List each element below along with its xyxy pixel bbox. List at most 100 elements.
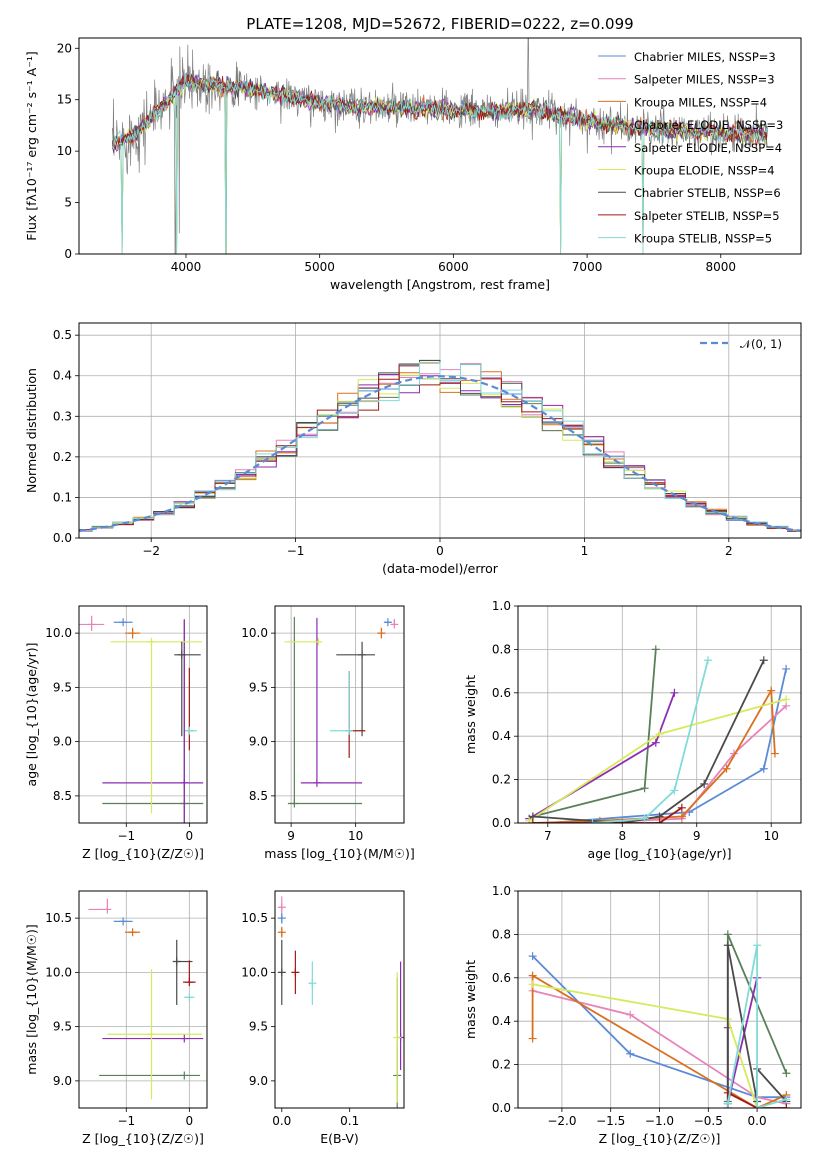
y-tick-label: 8.5 [53,789,72,803]
series-line-5 [532,983,758,1108]
data-point [393,1033,402,1042]
plot-area [525,645,791,823]
data-point [147,637,156,646]
data-point [358,650,367,659]
series-marker [528,971,537,980]
legend-label: Salpeter MILES, NSSP=3 [634,73,775,87]
x-axis-label: mass [log_{10}(M/M☉)] [264,846,414,861]
legend-label: Salpeter ELODIE, NSSP=4 [634,141,782,155]
series-marker [753,941,762,950]
series-marker [626,1010,635,1019]
y-tick-label: 10.0 [45,626,72,640]
series-line-8 [726,945,787,1108]
series-marker [528,980,537,989]
y-tick-label: 0.3 [53,409,72,423]
series-marker [782,695,791,704]
legend-label: Kroupa STELIB, NSSP=5 [634,232,772,246]
plot-area [112,38,768,254]
series-marker [528,819,537,823]
chart-title: PLATE=1208, MJD=52672, FIBERID=0222, z=0… [246,15,633,33]
series-marker [670,688,679,697]
data-point [277,914,286,923]
series-marker [703,656,712,665]
series-marker [782,1104,791,1108]
legend-label: Kroupa ELODIE, NSSP=4 [634,164,775,178]
x-tick-label: −0.5 [694,1114,723,1128]
panel-1: −2 −1 0 1 2 0.0 0.1 0.2 0.3 0.4 0.5 (data-model)/er… [24,322,802,576]
y-tick-label: 9.0 [249,1074,268,1088]
data-point [290,799,299,808]
x-tick-label: 8000 [706,260,737,274]
series-line-7 [532,807,683,823]
y-tick-label: 10.5 [241,911,268,925]
y-tick-label: 0.0 [53,531,72,545]
y-tick-label: 8.5 [249,789,268,803]
series-line-8 [592,660,709,823]
model-spectrum-8 [112,73,768,254]
data-point [180,1034,189,1043]
series-marker [655,730,664,739]
x-tick-label: −2.0 [547,1114,576,1128]
y-tick-label: 0.0 [492,1101,511,1115]
y-tick-label: 0.5 [53,328,72,342]
series-marker [770,749,779,758]
y-axis-label: age [log_{10}(age/yr)] [24,643,39,787]
y-tick-label: 0.6 [492,686,511,700]
series-marker [759,656,768,665]
x-axis-label: Z [log_{10}(Z/Z☉)] [82,846,204,861]
series-marker [677,812,686,821]
y-tick-label: 0.4 [53,369,72,383]
y-tick-label: 9.5 [53,1020,72,1034]
y-tick-label: 9.5 [249,1020,268,1034]
x-axis-label: (data-model)/error [382,561,499,576]
series-line-2 [532,687,776,823]
panel-4: 7 8 9 10 0.0 0.2 0.4 0.6 0.8 1.0 age [log_{10}(age… [463,599,802,861]
series-marker [525,816,534,823]
y-axis-label: Normed distribution [24,368,39,493]
data-point [185,978,194,987]
data-point [314,637,323,646]
data-point [177,650,186,659]
series-marker [753,1104,762,1108]
series-marker [651,645,660,654]
data-point [383,618,392,627]
y-tick-label: 0.8 [492,927,511,941]
legend-label: Salpeter STELIB, NSSP=5 [634,209,780,223]
y-tick-label: 20 [57,41,72,55]
x-axis-label: wavelength [Angstrom, rest frame] [330,277,550,292]
axes-frame [274,890,405,1109]
y-tick-label: 15 [57,93,72,107]
y-tick-label: 0.8 [492,642,511,656]
panel-0: 4000 5000 6000 7000 8000 0 5 10 15 20 wavelength [… [24,15,802,292]
x-tick-label: 8 [618,829,626,843]
y-tick-label: 10 [57,144,72,158]
panel-7: −2.0 −1.5 −1.0 −0.5 0.0 0.0 0.2 0.4 0.6 0.8 1.0 Z [… [463,884,802,1146]
data-point [87,620,96,629]
x-tick-label: 10 [764,829,779,843]
x-tick-label: 5000 [304,260,335,274]
x-tick-label: 0.1 [340,1114,359,1128]
x-tick-label: 0 [436,544,444,558]
data-point [277,928,286,937]
x-tick-label: −1.0 [645,1114,674,1128]
y-tick-label: 0 [64,247,72,261]
series-marker [588,819,597,823]
y-tick-label: 10.5 [45,911,72,925]
legend-label: Chabrier ELODIE, NSSP=3 [634,118,783,132]
data-point [345,726,354,735]
data-point [185,726,194,735]
series-line-1 [532,989,787,1105]
data-point [119,917,128,926]
legend-label: Kroupa MILES, NSSP=4 [634,95,767,109]
x-axis-label: E(B-V) [320,1131,359,1146]
series-line-0 [547,668,787,823]
axes-frame [78,37,802,255]
x-tick-label: 0 [186,829,194,843]
data-point [128,629,137,638]
x-tick-label: 2 [725,544,733,558]
y-axis-label: Flux [fλ10⁻¹⁷ erg cm⁻² s⁻¹ A⁻¹] [24,51,39,240]
series-marker [782,1069,791,1078]
panel-2: −1 0 8.5 9.0 9.5 10.0 Z [log_{10}(Z/Z☉)] age [l… [24,605,208,861]
x-tick-label: 1 [581,544,589,558]
